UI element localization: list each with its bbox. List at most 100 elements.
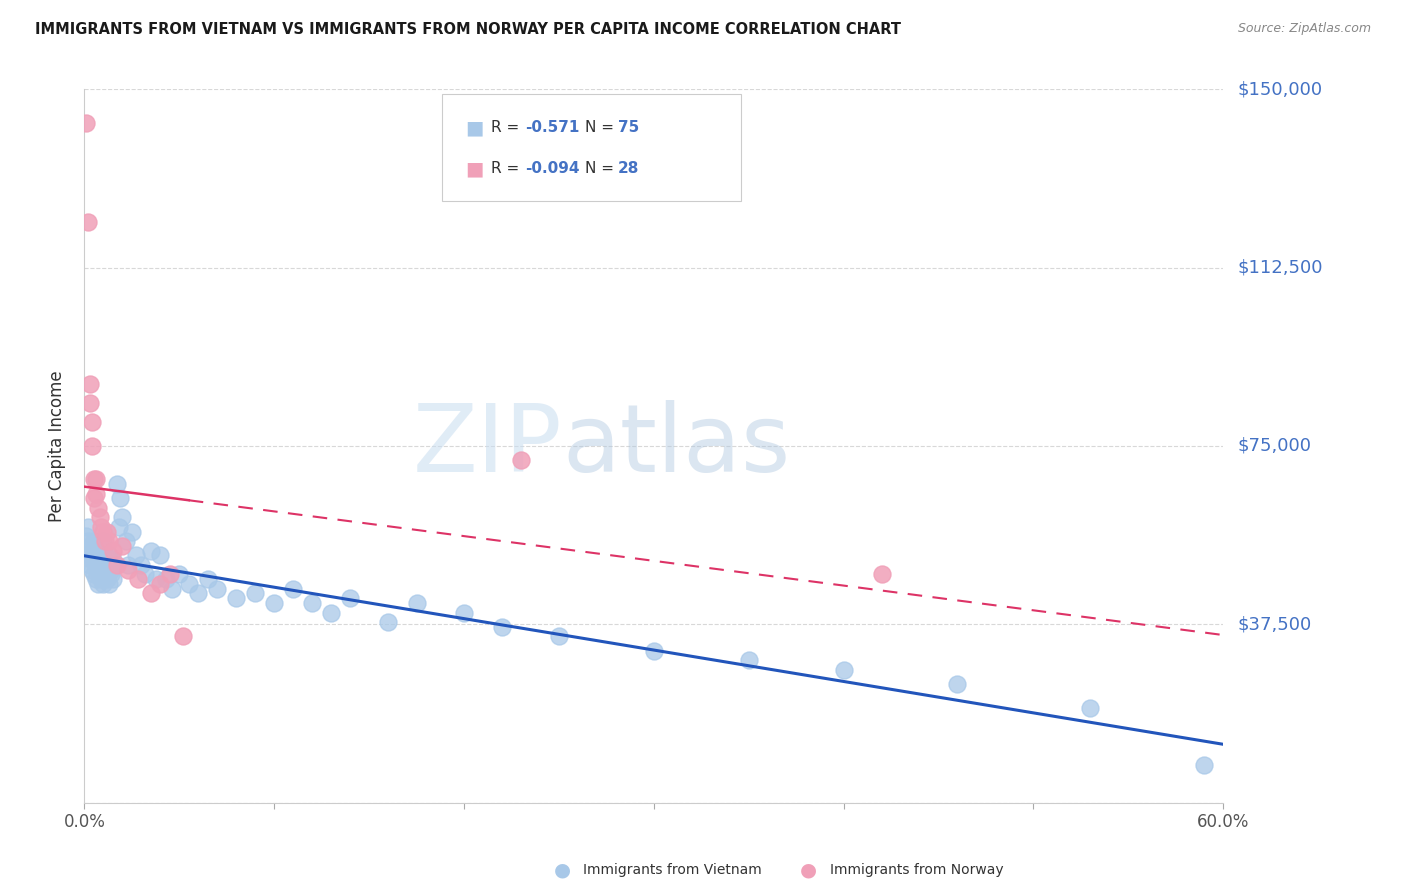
Point — [643, 643, 665, 657]
Point — [96, 524, 118, 539]
Point — [738, 653, 761, 667]
Point — [207, 582, 229, 596]
Point — [93, 534, 115, 549]
Point — [149, 549, 172, 563]
Point — [79, 539, 101, 553]
Text: N =: N = — [585, 120, 614, 135]
Text: $37,500: $37,500 — [1237, 615, 1312, 633]
Point — [453, 606, 475, 620]
Point — [101, 553, 124, 567]
Point — [105, 558, 128, 572]
Text: ●: ● — [554, 860, 571, 880]
Point — [94, 534, 117, 549]
Text: -0.571: -0.571 — [524, 120, 579, 135]
Text: $150,000: $150,000 — [1237, 80, 1322, 98]
Text: atlas: atlas — [562, 400, 792, 492]
Point — [101, 543, 124, 558]
Point — [84, 558, 107, 572]
Point — [96, 558, 118, 572]
Point — [90, 558, 112, 572]
Point — [84, 472, 107, 486]
Point — [80, 563, 103, 577]
Point — [98, 534, 121, 549]
Point — [510, 453, 533, 467]
Point — [377, 615, 399, 629]
Point — [75, 115, 97, 129]
Text: ■: ■ — [465, 160, 484, 178]
Point — [946, 677, 969, 691]
Text: IMMIGRANTS FROM VIETNAM VS IMMIGRANTS FROM NORWAY PER CAPITA INCOME CORRELATION : IMMIGRANTS FROM VIETNAM VS IMMIGRANTS FR… — [35, 22, 901, 37]
Point — [100, 563, 122, 577]
Text: R =: R = — [491, 120, 519, 135]
Point — [98, 577, 121, 591]
Text: Immigrants from Vietnam: Immigrants from Vietnam — [583, 863, 762, 877]
Point — [105, 477, 128, 491]
Text: ZIP: ZIP — [413, 400, 562, 492]
Point — [263, 596, 285, 610]
Text: Immigrants from Norway: Immigrants from Norway — [830, 863, 1002, 877]
Text: Source: ZipAtlas.com: Source: ZipAtlas.com — [1237, 22, 1371, 36]
Point — [187, 586, 209, 600]
Point — [149, 577, 172, 591]
Point — [405, 596, 427, 610]
Point — [80, 415, 103, 429]
Point — [104, 558, 127, 572]
Point — [124, 549, 146, 563]
Point — [134, 567, 156, 582]
Point — [80, 553, 103, 567]
Point — [197, 572, 219, 586]
Point — [80, 439, 103, 453]
Point — [225, 591, 247, 606]
Text: $112,500: $112,500 — [1237, 259, 1323, 277]
Point — [84, 486, 107, 500]
Point — [339, 591, 361, 606]
Point — [79, 549, 101, 563]
Point — [84, 572, 107, 586]
Text: ■: ■ — [465, 118, 484, 137]
Point — [155, 572, 177, 586]
Point — [321, 606, 343, 620]
Point — [245, 586, 267, 600]
Point — [79, 377, 101, 392]
Y-axis label: Per Capita Income: Per Capita Income — [48, 370, 66, 522]
Text: $75,000: $75,000 — [1237, 437, 1312, 455]
Point — [110, 491, 132, 506]
Text: ●: ● — [800, 860, 817, 880]
Point — [93, 577, 115, 591]
Text: N =: N = — [585, 161, 614, 177]
Point — [83, 549, 105, 563]
Point — [177, 577, 200, 591]
Point — [169, 567, 191, 582]
Point — [93, 563, 115, 577]
Point — [145, 572, 167, 586]
Point — [77, 520, 100, 534]
Point — [117, 563, 139, 577]
Point — [548, 629, 571, 643]
Point — [83, 491, 105, 506]
Point — [115, 534, 138, 549]
Point — [79, 558, 101, 572]
Point — [86, 577, 108, 591]
Point — [89, 567, 111, 582]
Point — [101, 572, 124, 586]
Point — [107, 520, 129, 534]
Point — [301, 596, 323, 610]
Point — [80, 543, 103, 558]
Point — [90, 520, 112, 534]
Point — [870, 567, 893, 582]
Point — [111, 510, 134, 524]
Point — [159, 567, 181, 582]
Point — [75, 529, 97, 543]
Point — [832, 663, 855, 677]
Point — [131, 558, 153, 572]
Point — [98, 549, 121, 563]
Point — [139, 586, 162, 600]
Point — [96, 572, 118, 586]
Point — [89, 549, 111, 563]
Point — [93, 524, 115, 539]
Text: -0.094: -0.094 — [524, 161, 579, 177]
Point — [84, 543, 107, 558]
Point — [86, 553, 108, 567]
Point — [86, 563, 108, 577]
Text: 75: 75 — [617, 120, 638, 135]
